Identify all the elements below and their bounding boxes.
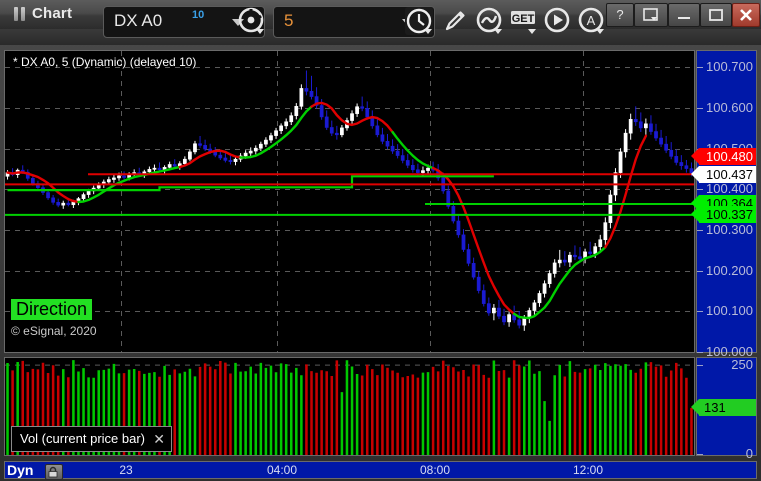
- price-axis-tick: [697, 271, 703, 272]
- lock-glyph: [48, 466, 58, 478]
- lock-icon[interactable]: [45, 464, 63, 480]
- price-axis-label: 100.400: [706, 181, 753, 196]
- price-axis-tick: [697, 230, 703, 231]
- symbol-value: DX A0: [114, 11, 163, 30]
- draw-tool-button[interactable]: [441, 7, 469, 35]
- chevron-down-icon[interactable]: [528, 29, 536, 34]
- volume-legend[interactable]: Vol (current price bar) ✕: [11, 426, 172, 452]
- refresh-button[interactable]: [237, 7, 265, 35]
- clock-icon: [406, 8, 432, 34]
- playback-button[interactable]: [543, 7, 571, 35]
- chevron-down-icon[interactable]: [232, 19, 244, 26]
- price-axis-label: 100.200: [706, 263, 753, 278]
- copyright-label: © eSignal, 2020: [11, 324, 97, 338]
- volume-axis[interactable]: 250 0 131: [691, 357, 757, 461]
- get-tools-button[interactable]: GET: [509, 7, 537, 35]
- trendline-icon: [476, 7, 502, 33]
- volume-marker[interactable]: 131: [691, 399, 756, 416]
- annotation-icon: A: [578, 7, 604, 33]
- time-axis[interactable]: Dyn 23 04:00 08:00 12:00: [4, 461, 757, 480]
- maximize-button[interactable]: [700, 3, 732, 27]
- play-icon: [544, 7, 570, 33]
- marker-value: 100.480: [706, 149, 753, 164]
- minimize-icon: [678, 17, 690, 19]
- close-button[interactable]: [732, 3, 760, 27]
- ask-price-marker[interactable]: 100.480: [691, 148, 756, 165]
- chart-title-label: * DX A0, 5 (Dynamic) (delayed 10): [13, 55, 197, 69]
- restore-down-button[interactable]: [634, 3, 668, 27]
- pencil-icon: [445, 11, 465, 31]
- marker-arrow-icon: [691, 399, 699, 415]
- price-axis-tick: [697, 67, 703, 68]
- price-axis-label: 100.100: [706, 303, 753, 318]
- price-axis-label: 100.600: [706, 100, 753, 115]
- price-axis-tick: [697, 311, 703, 312]
- chevron-down-icon[interactable]: [596, 29, 604, 34]
- volume-axis-label: 250: [731, 357, 753, 372]
- marker-arrow-icon: [691, 195, 699, 211]
- chevron-down-icon[interactable]: [424, 29, 432, 34]
- price-axis[interactable]: 100.700100.600100.500100.400100.300100.2…: [691, 50, 757, 359]
- marker-arrow-icon: [691, 206, 699, 222]
- marker-arrow-icon: [691, 166, 699, 182]
- dynamic-mode-label: Dyn: [7, 462, 34, 478]
- window-title: Chart: [32, 5, 73, 22]
- marker-value: 131: [704, 400, 726, 415]
- marker-arrow-icon: [691, 148, 699, 164]
- chart-plot-area: * DX A0, 5 (Dynamic) (delayed 10) Direct…: [4, 50, 757, 461]
- refresh-icon: [238, 7, 264, 33]
- minimize-button[interactable]: [668, 3, 700, 27]
- time-axis-label: 04:00: [266, 463, 298, 477]
- volume-legend-label: Vol (current price bar): [20, 431, 145, 446]
- help-icon: ?: [616, 7, 624, 22]
- restore-down-icon: [643, 8, 658, 21]
- volume-axis-tick: [697, 454, 703, 455]
- price-axis-label: 100.000: [706, 344, 753, 359]
- time-axis-label: 12:00: [572, 463, 604, 477]
- marker-value: 100.337: [706, 207, 753, 222]
- price-axis-tick: [697, 108, 703, 109]
- direction-study-badge: Direction: [11, 299, 93, 320]
- svg-text:GET: GET: [512, 13, 535, 25]
- price-axis-label: 100.300: [706, 222, 753, 237]
- symbol-superscript: 10: [192, 9, 205, 21]
- last-price-marker[interactable]: 100.437: [691, 166, 756, 183]
- time-template-button[interactable]: [405, 7, 433, 35]
- symbol-input[interactable]: DX A0 10: [103, 6, 265, 38]
- close-icon[interactable]: ✕: [153, 431, 165, 447]
- time-axis-label: 08:00: [419, 463, 451, 477]
- get-icon: GET: [511, 11, 535, 25]
- annotation-button[interactable]: A: [577, 7, 605, 35]
- chevron-down-icon[interactable]: [494, 29, 502, 34]
- price-panel[interactable]: * DX A0, 5 (Dynamic) (delayed 10) Direct…: [4, 50, 695, 353]
- volume-panel[interactable]: Vol (current price bar) ✕: [4, 357, 695, 456]
- svg-text:A: A: [587, 13, 596, 28]
- time-axis-label: 23: [119, 463, 133, 477]
- maximize-icon: [709, 9, 723, 21]
- volume-axis-tick: [697, 365, 703, 366]
- close-icon: [740, 9, 752, 21]
- level-marker-lower[interactable]: 100.337: [691, 206, 756, 223]
- volume-axis-label: 0: [745, 446, 753, 461]
- study-button[interactable]: [475, 7, 503, 35]
- window-grip-icon: [14, 7, 27, 21]
- marker-value: 100.437: [706, 167, 753, 182]
- chevron-down-icon[interactable]: [256, 29, 264, 34]
- price-axis-label: 100.700: [706, 59, 753, 74]
- price-axis-tick: [697, 189, 703, 190]
- price-chart-canvas: [5, 51, 694, 352]
- help-button[interactable]: ?: [606, 3, 634, 27]
- toolbar: DX A0 10 5: [0, 6, 761, 45]
- interval-value: 5: [284, 11, 294, 30]
- price-axis-tick: [697, 352, 703, 353]
